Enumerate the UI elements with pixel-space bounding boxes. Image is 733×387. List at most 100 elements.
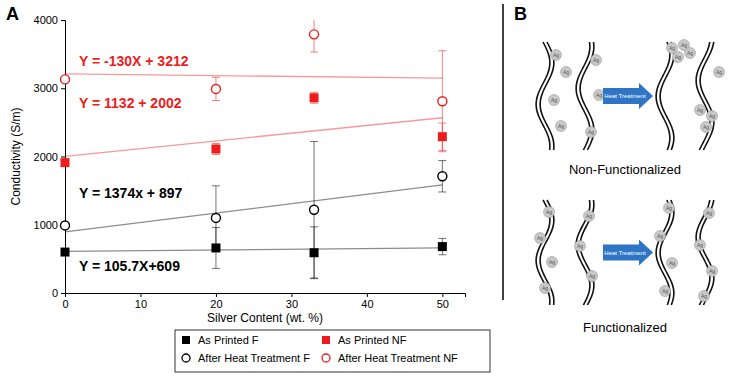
y-tick-mark (61, 293, 65, 294)
ag-particle (535, 233, 546, 244)
ag-particle (655, 231, 666, 242)
ag-label: Ag (558, 123, 564, 129)
ag-particle (551, 50, 562, 61)
ag-label: Ag (563, 69, 569, 75)
arrow-label: Heat Treatment (604, 250, 646, 256)
strand (656, 200, 670, 305)
ag-label: Ag (593, 57, 599, 63)
x-tick-mark (140, 293, 141, 297)
point (438, 132, 447, 141)
x-tick: 10 (135, 293, 147, 310)
point (61, 248, 70, 257)
legend-marker (182, 354, 190, 362)
ag-particle (707, 111, 718, 122)
strand (656, 42, 670, 150)
arrow (603, 83, 653, 109)
x-axis-title: Silver Content (wt. %) (207, 311, 323, 325)
point (61, 158, 70, 167)
ag-label: Ag (703, 124, 709, 130)
error-bar (438, 238, 446, 254)
ag-particle (695, 240, 706, 251)
ag-particle (673, 52, 684, 63)
y-tick-label: 1000 (34, 219, 58, 231)
y-tick-mark (61, 157, 65, 158)
trendline (65, 74, 442, 78)
ag-label: Ag (537, 235, 543, 241)
point (310, 248, 319, 257)
x-tick: 40 (361, 293, 373, 310)
ag-label: Ag (542, 285, 548, 291)
ag-particle (575, 241, 586, 252)
point (61, 75, 70, 84)
trendline (65, 185, 442, 232)
ag-label: Ag (709, 113, 715, 119)
ag-particle (695, 105, 706, 116)
diagram: AgAgAgAgAgAgAgAgAgAgAgAgAgAgAgHeat Treat… (535, 40, 725, 336)
trendline-label: Y = 1132 + 2002 (79, 95, 182, 111)
point (438, 172, 447, 181)
ag-particle (556, 121, 567, 132)
ag-label: Ag (716, 69, 722, 75)
ag-particle (667, 258, 678, 269)
ag-label: Ag (577, 243, 583, 249)
legend-label: After Heat Treatment F (198, 352, 310, 364)
y-tick: 4000 (34, 14, 65, 26)
legend: As Printed FAs Printed NFAfter Heat Trea… (175, 330, 490, 372)
point (61, 221, 70, 230)
ag-particle (701, 122, 712, 133)
trendline (65, 248, 442, 252)
point (211, 243, 220, 252)
point (438, 97, 447, 106)
y-tick-mark (61, 88, 65, 89)
ag-particle (547, 257, 558, 268)
ag-label: Ag (589, 273, 595, 279)
ag-particle (587, 271, 598, 282)
point (438, 242, 447, 251)
legend-marker (322, 336, 330, 344)
x-tick-label: 10 (135, 298, 147, 310)
strand (660, 200, 674, 305)
ag-label: Ag (657, 233, 663, 239)
trendline-label: Y = 105.7X+609 (79, 258, 180, 274)
error-bar (310, 92, 318, 103)
x-axis-line (66, 294, 466, 298)
ag-label: Ag (697, 242, 703, 248)
point (310, 93, 319, 102)
y-tick-mark (61, 20, 65, 21)
ag-particle (549, 95, 560, 106)
trendline-label: Y = -130X + 3212 (79, 53, 189, 69)
ag-label: Ag (687, 50, 693, 56)
x-tick-mark (216, 293, 217, 297)
ag-label: Ag (697, 107, 703, 113)
figure-svg: 0102030405001000200030004000Conductivity… (0, 0, 733, 387)
ag-label: Ag (706, 210, 712, 216)
ag-particle (584, 211, 595, 222)
plot-area (61, 20, 447, 279)
x-tick-mark (442, 293, 443, 297)
trendline-label: Y = 1374x + 897 (79, 185, 182, 201)
x-tick: 50 (437, 293, 449, 310)
y-tick: 0 (52, 287, 65, 299)
y-tick: 2000 (34, 151, 65, 163)
ag-label: Ag (662, 288, 668, 294)
ag-particle (586, 127, 597, 138)
ag-particle (591, 55, 602, 66)
y-tick-label: 4000 (34, 14, 58, 26)
y-tick-label: 2000 (34, 151, 58, 163)
x-axis: 01020304050 (62, 293, 465, 310)
ag-particle (707, 266, 718, 277)
x-tick-label: 30 (286, 298, 298, 310)
ag-label: Ag (675, 54, 681, 60)
ag-particle (561, 67, 572, 78)
ag-particle (540, 283, 551, 294)
error-bar (438, 51, 446, 152)
error-bar (310, 141, 318, 277)
y-axis-title: Conductivity (S/m) (9, 107, 23, 205)
point (310, 205, 319, 214)
panel-label: B (514, 4, 527, 24)
row-caption: Non-Functionalized (569, 162, 681, 177)
ag-label: Ag (709, 268, 715, 274)
ag-particle (594, 90, 605, 101)
ag-particle (664, 203, 675, 214)
ag-label: Ag (669, 260, 675, 266)
